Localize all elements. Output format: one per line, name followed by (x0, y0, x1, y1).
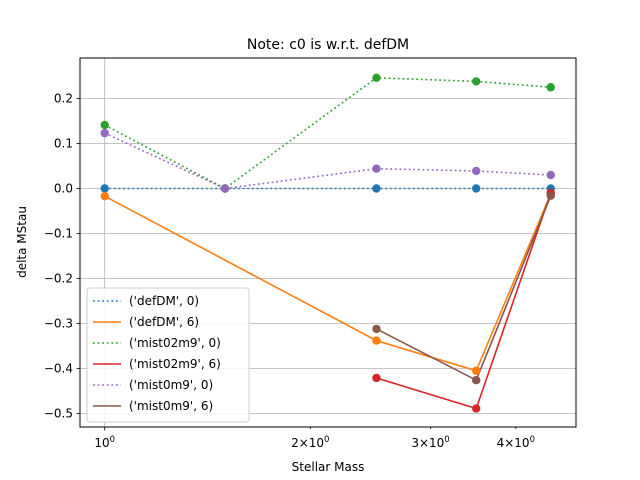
data-point (100, 120, 109, 130)
data-point (472, 77, 481, 86)
data-point (472, 404, 481, 413)
legend-label: ('mist0m9', 0) (129, 378, 213, 392)
data-point (472, 184, 481, 193)
data-point (472, 166, 481, 176)
legend: ('defDM', 0) ('defDM', 6) ('mist02m9', 0) (… (86, 287, 250, 423)
y-tick-label: 0.2 (54, 92, 73, 106)
legend-label: ('mist02m9', 0) (129, 336, 221, 350)
data-point (372, 373, 381, 383)
x-tick-label: 100 (94, 435, 115, 450)
y-axis-label: delta MStau (15, 206, 29, 278)
y-tick-label: −0.5 (44, 407, 73, 421)
plot-series (100, 73, 555, 413)
x-tick-label: 2×100 (291, 435, 329, 450)
data-point (472, 376, 481, 385)
legend-label: ('mist0m9', 6) (129, 399, 213, 413)
x-tick-label: 4×100 (497, 435, 535, 450)
data-point (372, 73, 381, 83)
y-tick-label: −0.3 (44, 317, 73, 331)
axis-ticks: 0.2 0.1 0.0 −0.1 −0.2 −0.3 −0.4 −0.5 100 2×100 3×1… (44, 92, 535, 451)
data-point (372, 336, 381, 345)
data-point (472, 366, 481, 375)
y-tick-label: −0.4 (44, 362, 73, 376)
legend-box (86, 287, 250, 423)
x-tick-label: 3×100 (411, 435, 449, 450)
data-point (546, 170, 555, 180)
y-tick-label: −0.2 (44, 272, 73, 286)
data-point (546, 83, 555, 92)
data-point (100, 184, 109, 193)
y-tick-label: 0.1 (54, 137, 73, 151)
legend-label: ('defDM', 0) (129, 294, 199, 308)
x-axis-label: Stellar Mass (292, 460, 365, 474)
data-point (372, 184, 381, 193)
legend-label: ('mist02m9', 6) (129, 357, 221, 371)
data-point (372, 164, 381, 173)
data-point (220, 184, 230, 193)
y-tick-label: −0.1 (44, 227, 73, 241)
series-line-4 (104, 132, 551, 190)
data-point (372, 324, 381, 334)
chart-title: Note: c0 is w.r.t. defDM (247, 37, 409, 53)
plot-frame (79, 57, 577, 428)
data-point (100, 128, 109, 138)
legend-label: ('defDM', 6) (129, 315, 199, 329)
y-tick-label: 0.0 (54, 182, 73, 196)
data-point (100, 191, 109, 201)
data-point (546, 191, 555, 200)
series-line-1 (104, 193, 552, 372)
